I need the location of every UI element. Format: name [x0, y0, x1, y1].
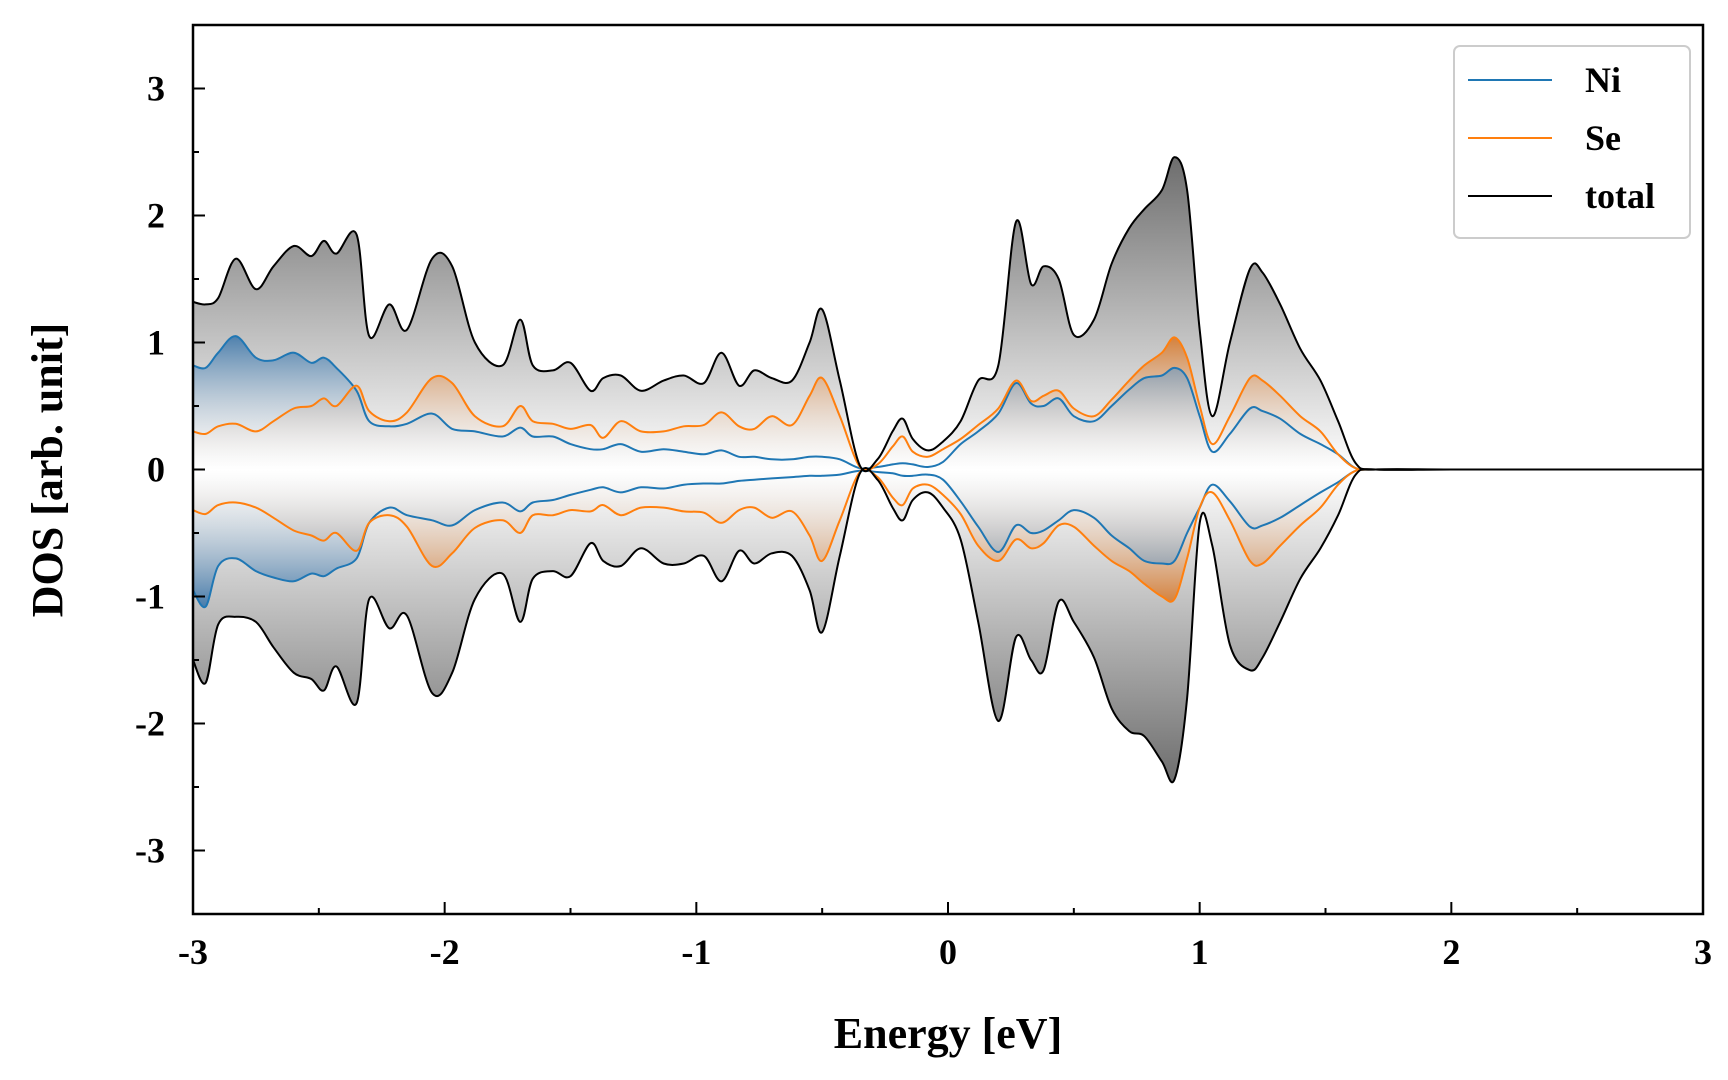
y-tick-label: -1: [135, 577, 165, 617]
legend-label-ni: Ni: [1585, 60, 1621, 100]
y-tick-label: 1: [147, 323, 165, 363]
y-tick-label: 0: [147, 450, 165, 490]
x-axis-title: Energy [eV]: [834, 1009, 1063, 1058]
legend-label-se: Se: [1585, 118, 1621, 158]
x-tick-label: 1: [1191, 932, 1209, 972]
x-tick-label: 3: [1694, 932, 1712, 972]
x-tick-label: 2: [1442, 932, 1460, 972]
y-tick-label: 2: [147, 196, 165, 236]
legend-box: [1453, 45, 1691, 239]
x-tick-label: -2: [430, 932, 460, 972]
y-tick-label: -2: [135, 704, 165, 744]
ni-line-down: [193, 468, 1703, 609]
x-tick-label: 0: [939, 932, 957, 972]
total-line-up: [193, 156, 1703, 473]
y-tick-label: 3: [147, 69, 165, 109]
y-axis-title: DOS [arb. unit]: [23, 323, 72, 618]
total-line-down: [193, 467, 1703, 784]
legend-label-total: total: [1585, 176, 1655, 216]
legend: Ni Se total: [1453, 45, 1691, 239]
x-tick-label: -1: [681, 932, 711, 972]
ni-fill-area: [193, 336, 1703, 608]
se-line-down: [193, 468, 1703, 603]
x-tick-label: -3: [178, 932, 208, 972]
y-tick-label: -3: [135, 831, 165, 871]
ni-line-up: [193, 335, 1703, 471]
se-line-up: [193, 336, 1703, 472]
